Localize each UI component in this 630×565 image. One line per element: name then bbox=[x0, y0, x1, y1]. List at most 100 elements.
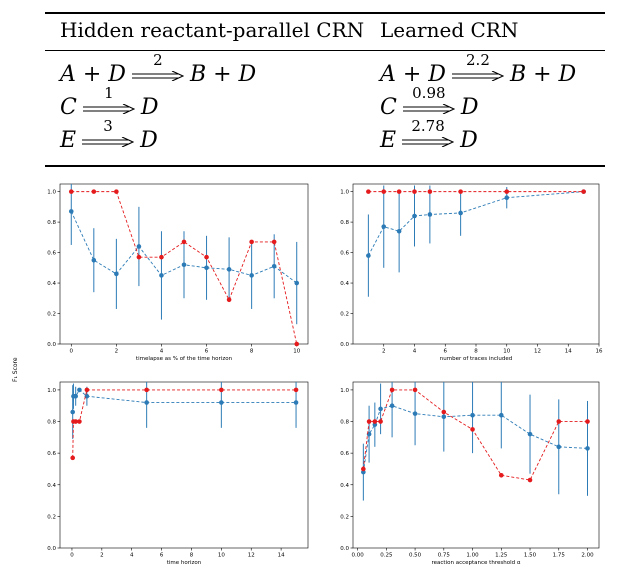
data-point-red bbox=[366, 419, 372, 424]
data-point-blue bbox=[68, 209, 74, 214]
x-tick-label: 2 bbox=[115, 349, 119, 355]
y-tick-label: 0.2 bbox=[340, 514, 349, 520]
x-tick-label: 6 bbox=[205, 349, 209, 355]
reaction-rhs: D bbox=[460, 95, 479, 120]
series-line-red bbox=[72, 389, 297, 458]
y-tick-label: 0.8 bbox=[340, 220, 349, 226]
y-tick-label: 1.0 bbox=[340, 388, 349, 394]
x-tick-label: 14 bbox=[565, 349, 572, 355]
data-point-blue bbox=[396, 228, 402, 234]
data-point-red bbox=[470, 427, 475, 432]
x-tick-label: 6 bbox=[444, 349, 448, 355]
y-tick-label: 0.4 bbox=[47, 483, 56, 489]
reaction-rate: 3 bbox=[103, 117, 113, 135]
x-tick-label: 0 bbox=[70, 349, 74, 355]
data-point-blue bbox=[84, 393, 90, 399]
reaction-lhs: E bbox=[60, 128, 77, 153]
learned-reaction-1: A + D 2.2 B + D bbox=[380, 53, 576, 88]
x-tick-label: 10 bbox=[503, 349, 510, 355]
data-point-blue bbox=[77, 387, 82, 393]
data-point-red bbox=[73, 419, 78, 424]
data-point-red bbox=[396, 189, 402, 194]
x-axis-label: time horizon bbox=[167, 560, 202, 565]
data-point-blue bbox=[73, 393, 78, 399]
data-point-blue bbox=[556, 444, 562, 450]
data-point-red bbox=[181, 239, 187, 245]
series-line-blue bbox=[367, 191, 584, 256]
data-point-blue bbox=[458, 210, 463, 216]
y-tick-label: 0.6 bbox=[340, 451, 349, 457]
data-point-red bbox=[412, 387, 418, 393]
plot-reaction-acceptance-threshold: 0.0 0.2 0.4 0.6 0.8 1.0 0.00 0.25 0.50 0.75 1.00 1.… bbox=[340, 381, 600, 565]
data-point-blue bbox=[114, 271, 119, 277]
x-tick-label: 0.00 bbox=[351, 553, 364, 559]
series-line-red bbox=[71, 191, 298, 345]
data-point-red bbox=[381, 189, 387, 194]
y-tick-label: 0.6 bbox=[340, 251, 349, 257]
double-arrow-icon bbox=[402, 137, 455, 147]
y-tick-label: 0.2 bbox=[47, 514, 56, 520]
data-point-red bbox=[84, 387, 90, 393]
data-point-red bbox=[458, 189, 463, 194]
data-point-red bbox=[366, 189, 371, 194]
data-point-blue bbox=[498, 412, 504, 418]
data-point-red bbox=[271, 239, 277, 245]
data-point-blue bbox=[293, 400, 299, 405]
x-tick-label: 1.00 bbox=[466, 553, 479, 559]
data-point-red bbox=[68, 189, 74, 194]
data-point-blue bbox=[204, 265, 209, 271]
x-tick-label: 12 bbox=[534, 349, 541, 355]
data-point-red bbox=[204, 254, 209, 260]
data-point-blue bbox=[249, 273, 254, 278]
x-tick-label: 1.50 bbox=[524, 553, 537, 559]
x-axis-label: timelapse as % of the time horizon bbox=[136, 356, 233, 362]
x-tick-label: 10 bbox=[293, 349, 300, 355]
data-point-red bbox=[361, 466, 366, 472]
series-line-blue bbox=[72, 389, 297, 413]
data-point-blue bbox=[361, 469, 366, 475]
reaction-lhs: E bbox=[380, 128, 397, 153]
plot-frame bbox=[59, 183, 309, 345]
x-tick-label: 8 bbox=[190, 553, 194, 559]
data-point-red bbox=[77, 419, 82, 424]
y-tick-label: 0.2 bbox=[340, 312, 349, 318]
data-point-blue bbox=[470, 412, 475, 418]
y-tick-label: 1.0 bbox=[47, 388, 56, 394]
hidden-reaction-3: E 3 D bbox=[60, 119, 158, 154]
shared-y-axis-label: F₁ Score bbox=[12, 357, 19, 382]
plot-frame bbox=[59, 381, 309, 549]
x-tick-label: 14 bbox=[278, 553, 285, 559]
data-point-red bbox=[498, 472, 504, 478]
data-point-red bbox=[159, 254, 164, 260]
data-point-blue bbox=[372, 422, 378, 427]
data-point-blue bbox=[366, 253, 371, 258]
data-point-red bbox=[389, 387, 395, 393]
plot-time-horizon: 0.0 0.2 0.4 0.6 0.8 1.0 0 2 4 6 8 10 12 14 time horizo… bbox=[47, 381, 309, 565]
y-tick-label: 0.0 bbox=[340, 342, 349, 348]
x-tick-label: 2 bbox=[382, 349, 386, 355]
x-axis-label: number of traces included bbox=[440, 356, 513, 362]
y-tick-label: 0.4 bbox=[47, 281, 56, 287]
data-point-blue bbox=[441, 414, 447, 420]
x-tick-label: 1.25 bbox=[495, 553, 508, 559]
data-point-blue bbox=[294, 280, 300, 286]
reaction-lhs: C bbox=[380, 95, 397, 120]
data-point-red bbox=[556, 419, 562, 424]
data-point-blue bbox=[527, 431, 533, 437]
reaction-rhs: D bbox=[140, 128, 158, 153]
reaction-rhs: B + D bbox=[189, 62, 257, 87]
data-point-red bbox=[249, 239, 254, 245]
x-tick-label: 0.75 bbox=[438, 553, 451, 559]
data-point-blue bbox=[70, 409, 75, 415]
x-tick-label: 16 bbox=[596, 349, 603, 355]
x-tick-label: 4 bbox=[160, 349, 164, 355]
double-arrow-icon bbox=[402, 104, 455, 114]
y-tick-label: 0.8 bbox=[340, 420, 349, 426]
data-point-red bbox=[144, 387, 149, 393]
reaction-lhs: C bbox=[60, 95, 77, 120]
y-tick-label: 0.6 bbox=[47, 251, 56, 257]
reaction-rhs: D bbox=[460, 128, 478, 153]
y-tick-label: 0.8 bbox=[47, 220, 56, 226]
double-arrow-icon bbox=[82, 104, 135, 114]
data-point-blue bbox=[159, 273, 164, 278]
